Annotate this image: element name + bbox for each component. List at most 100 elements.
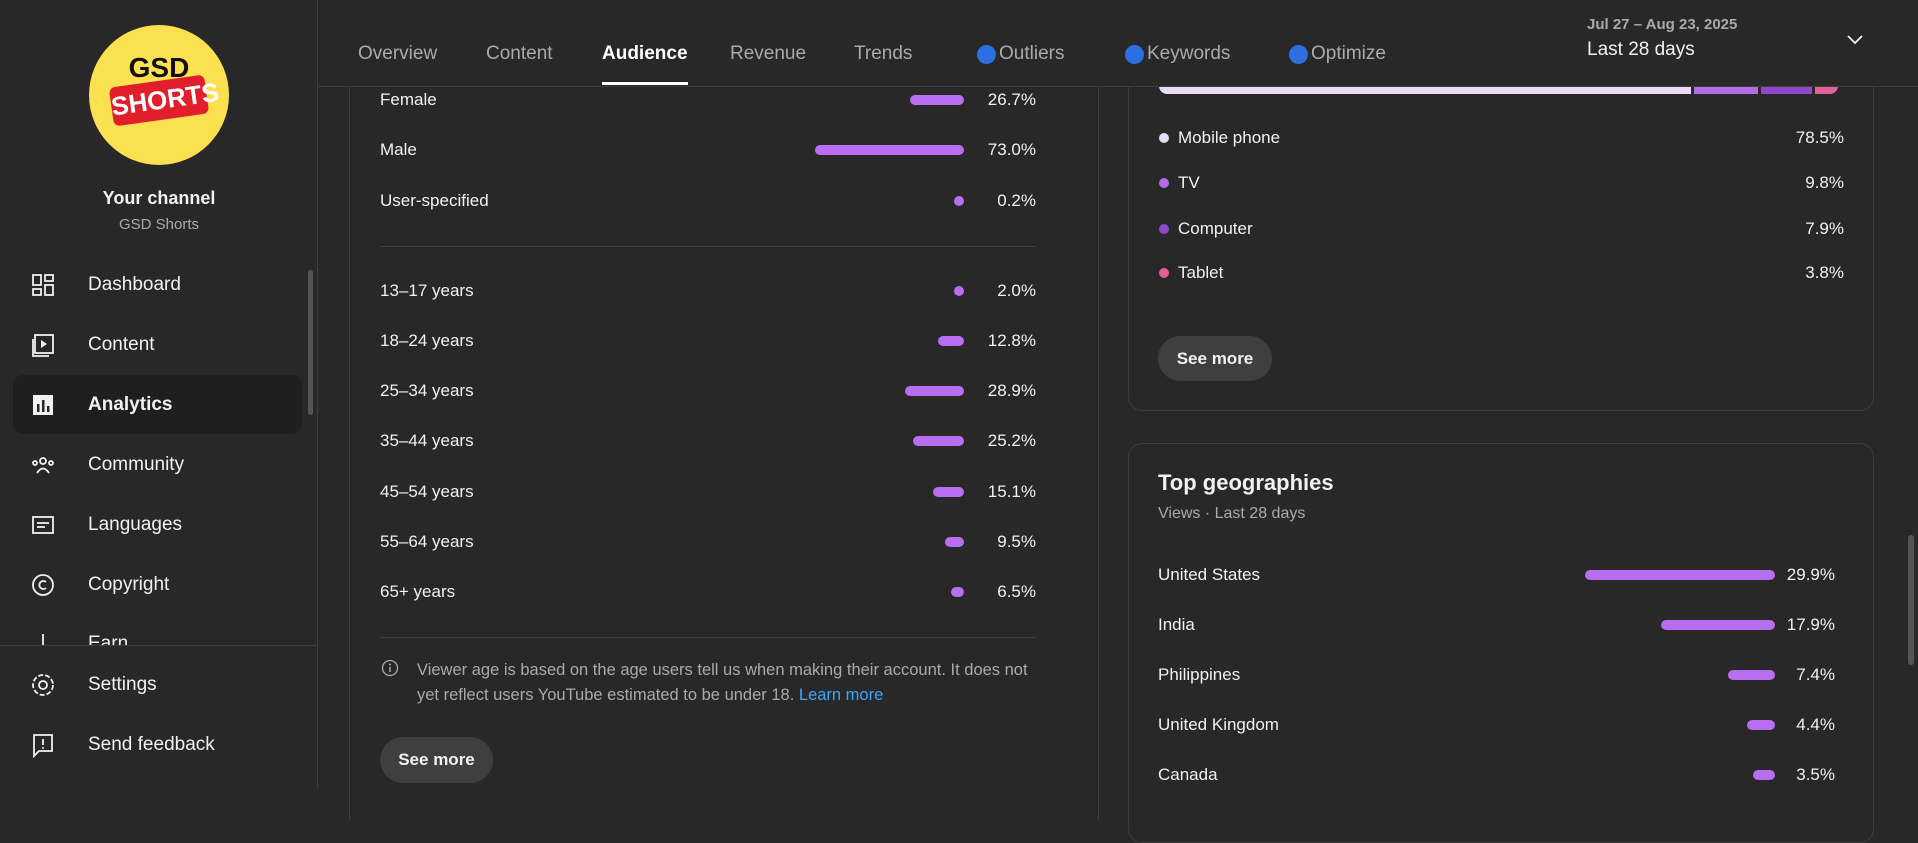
icon (30, 332, 56, 363)
row-label: United States (1158, 565, 1261, 584)
row-label: India (1158, 615, 1195, 634)
row-value: 29.9% (1786, 565, 1835, 584)
nav-divider (0, 645, 318, 646)
dropdown-chevron[interactable] (1846, 34, 1864, 46)
row-value: 15.1% (987, 482, 1036, 501)
nav-item[interactable]: Earn (88, 633, 129, 646)
row-label: 45–54 years (380, 482, 474, 501)
row-label: 13–17 years (380, 281, 474, 300)
tab[interactable]: Content (486, 43, 553, 64)
row-value: 12.8% (987, 331, 1036, 350)
icon-svg (32, 674, 54, 696)
tab[interactable]: Overview (358, 43, 438, 64)
icon (30, 272, 56, 303)
row-value: 4.4% (1796, 715, 1835, 734)
bar (937, 336, 964, 346)
row-label: 25–34 years (380, 381, 474, 400)
icon-svg (42, 634, 44, 645)
icon-svg (32, 274, 54, 296)
icon (30, 672, 56, 703)
nav-item[interactable]: Community (88, 454, 185, 475)
row-value: 2.0% (997, 281, 1036, 300)
device-label: Computer (1178, 219, 1253, 238)
row-value: 0.2% (997, 191, 1036, 210)
info-icon (381, 659, 399, 677)
row-value: 9.5% (997, 532, 1036, 551)
row-label: Female (380, 90, 437, 109)
tab[interactable]: Audience (602, 43, 688, 64)
row-value: 26.7% (987, 90, 1036, 109)
icon-svg (33, 395, 53, 415)
row-label: Male (380, 140, 417, 159)
bar (912, 436, 964, 446)
nav-item[interactable]: Content (88, 334, 155, 355)
tab[interactable]: Trends (854, 43, 913, 64)
footer-item[interactable]: Send feedback (88, 734, 215, 755)
device-label: TV (1178, 173, 1200, 192)
row-label: Canada (1158, 765, 1218, 784)
row-label: 55–64 years (380, 532, 474, 551)
legend-dot (1159, 224, 1169, 234)
row-value: 25.2% (987, 431, 1036, 450)
sidebar (0, 0, 318, 789)
bar (1584, 570, 1775, 580)
icon-svg (32, 574, 54, 596)
audience-card (349, 60, 1099, 820)
row-value: 7.4% (1796, 665, 1835, 684)
icon (30, 732, 56, 763)
bar (950, 587, 964, 597)
tab-underline (602, 82, 688, 85)
icon (30, 631, 56, 645)
row-value: 73.0% (987, 140, 1036, 159)
device-value: 3.8% (1805, 263, 1844, 282)
nav-item[interactable]: Copyright (88, 574, 170, 595)
header (318, 0, 1918, 87)
page-scrollbar[interactable] (1908, 535, 1914, 665)
bar (909, 95, 964, 105)
tab[interactable]: Outliers (999, 43, 1065, 64)
nav-clip: Dashboard Content Analytics Community Langua… (0, 250, 318, 645)
bar (944, 537, 964, 547)
nav-item[interactable]: Analytics (88, 394, 173, 415)
date-range[interactable]: Jul 27 – Aug 23, 2025 Last 28 days (1587, 16, 1737, 61)
sidebar-scrollbar[interactable] (308, 270, 313, 415)
tab[interactable]: Keywords (1147, 43, 1231, 64)
icon-svg (32, 516, 54, 534)
tab[interactable]: Optimize (1311, 43, 1386, 64)
row-value: 17.9% (1786, 615, 1835, 634)
bar (954, 196, 964, 206)
row-label: United Kingdom (1158, 715, 1279, 734)
row-value: 6.5% (997, 582, 1036, 601)
note-text: Viewer age is based on the age users tel… (417, 661, 1028, 704)
icon (30, 392, 56, 423)
tab-icon (1125, 45, 1144, 64)
age-note: Viewer age is based on the age users tel… (417, 658, 1037, 708)
device-value: 7.9% (1805, 219, 1844, 238)
bar (1752, 770, 1775, 780)
tab-icon (977, 45, 996, 64)
row-label: 18–24 years (380, 331, 474, 350)
geo-title: Top geographies (1158, 470, 1334, 495)
row-label: 65+ years (380, 582, 456, 601)
bar (815, 145, 964, 155)
legend-dot (1159, 133, 1169, 143)
nav-item[interactable]: Dashboard (88, 274, 181, 295)
icon (30, 512, 56, 543)
tab[interactable]: Revenue (730, 43, 807, 64)
icon (30, 452, 56, 483)
legend-dot (1159, 178, 1169, 188)
learn-more-link[interactable]: Learn more (798, 686, 884, 704)
nav-active (13, 375, 302, 434)
footer-item[interactable]: Settings (88, 674, 157, 695)
see-more-button[interactable]: See more (1158, 336, 1272, 381)
nav-item[interactable]: Languages (88, 514, 183, 535)
row-value: 28.9% (987, 381, 1036, 400)
divider (380, 637, 1036, 638)
device-label: Mobile phone (1178, 128, 1281, 147)
bar (1747, 720, 1775, 730)
divider (380, 246, 1036, 247)
device-value: 9.8% (1805, 173, 1844, 192)
see-more-button[interactable]: See more (380, 737, 493, 783)
bar (933, 487, 964, 497)
geo-card (1128, 443, 1874, 843)
